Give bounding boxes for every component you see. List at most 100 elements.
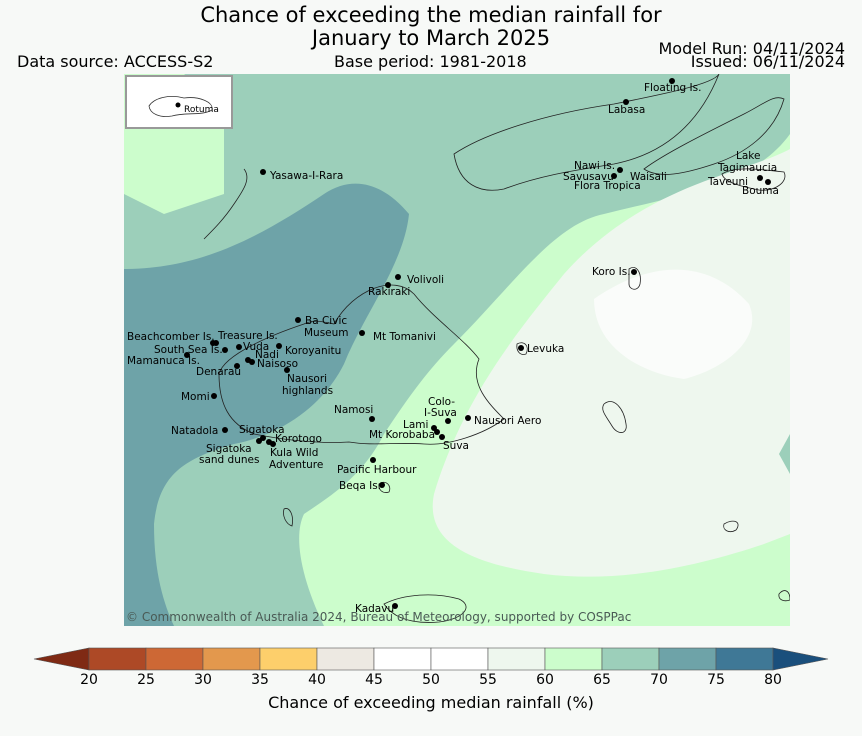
ovalau-coast [516, 342, 528, 355]
label-floating-is: Floating Is. [644, 82, 701, 94]
colorbar-cell [658, 647, 717, 671]
marker-yasawa [260, 169, 266, 175]
colorbar-cell [259, 647, 318, 671]
label-nausori-aero: Nausori Aero [474, 415, 541, 427]
title-line-2: January to March 2025 [311, 26, 551, 50]
title-line-1: Chance of exceeding the median rainfall … [200, 3, 662, 27]
colorbar-tick-label: 30 [194, 672, 212, 688]
colorbar-cell [487, 647, 546, 671]
place-labels: Floating Is. Labasa Yasawa-I-Rara Nawi I… [127, 82, 779, 615]
label-volivoli: Volivoli [407, 274, 444, 286]
marker-koro [631, 269, 637, 275]
vatulele-coast [283, 508, 293, 527]
label-tomanivi: Mt Tomanivi [373, 331, 436, 343]
marker-lake-tagimaucia [757, 175, 763, 181]
marker-rakiraki [385, 282, 391, 288]
label-vuda: Vuda [243, 341, 269, 353]
vanua-levu-east-coast [643, 97, 785, 175]
label-i-suva: I-Suva [424, 407, 457, 419]
label-ba-civic: Ba Civic [305, 315, 347, 327]
marker-beqa [379, 482, 385, 488]
label-highlands: highlands [282, 385, 333, 397]
marker-savusavu [617, 167, 623, 173]
zone-65-70 [124, 74, 790, 626]
issued-date: Issued: 06/11/2024 [690, 52, 845, 71]
marker-naisoso [249, 359, 255, 365]
zone-65-70-east [779, 434, 790, 474]
viti-levu-coast [218, 284, 505, 445]
marker-suva [439, 434, 445, 440]
label-colo: Colo- [428, 396, 455, 408]
label-nawi: Nawi Is. [574, 160, 615, 172]
map-svg: Rotuma [124, 74, 790, 626]
colorbar-cells [33, 647, 829, 671]
colorbar-tick-label: 50 [422, 672, 440, 688]
label-lake: Lake [736, 150, 760, 162]
colorbar-cell [430, 647, 489, 671]
marker-treasure [213, 340, 219, 346]
marker-floating-is [669, 78, 675, 84]
marker-kadavu [392, 603, 398, 609]
colorbar-tick-label: 45 [365, 672, 383, 688]
label-yasawa: Yasawa-I-Rara [269, 170, 343, 182]
zone-50-55 [594, 269, 753, 379]
label-south-sea: South Sea Is. [154, 344, 223, 356]
data-source: Data source: ACCESS-S2 [17, 52, 214, 71]
label-nadi: Nadi [255, 349, 279, 361]
label-flora-tropica: Flora Tropica [574, 180, 641, 192]
label-bouma: Bouma [742, 185, 779, 197]
label-natadola: Natadola [171, 425, 218, 437]
marker-vuda [236, 344, 242, 350]
zone-70-75 [124, 183, 409, 626]
island-se [723, 520, 739, 532]
marker-nausori-highlands [284, 367, 290, 373]
marker-natadola [222, 427, 228, 433]
label-museum: Museum [304, 327, 349, 339]
marker-tomanivi [359, 330, 365, 336]
marker-levuka [518, 345, 524, 351]
colorbar [33, 647, 829, 671]
colorbar-tick-label: 20 [80, 672, 98, 688]
label-koroyanitu: Koroyanitu [285, 345, 341, 357]
colorbar-extend-high [772, 647, 829, 671]
label-levuka: Levuka [527, 343, 564, 355]
marker-momi [211, 393, 217, 399]
zone-55-60 [432, 149, 790, 577]
label-suva: Suva [443, 440, 469, 452]
marker-south-sea [222, 347, 228, 353]
label-momi: Momi [181, 391, 210, 403]
label-kula-wild: Kula Wild [270, 447, 318, 459]
label-rakiraki: Rakiraki [368, 286, 410, 298]
kadavu-coast [383, 594, 467, 623]
label-waisali: Waisali [630, 171, 667, 183]
marker-colo-i-suva [445, 418, 451, 424]
marker-kula-wild [270, 441, 276, 447]
model-run: Model Run: 04/11/2024 [658, 39, 846, 58]
label-pacific-harbour: Pacific Harbour [337, 464, 417, 476]
label-sigatoka-2: Sigatoka [206, 443, 252, 455]
label-labasa: Labasa [608, 104, 645, 116]
label-kadavu: Kadavu [355, 603, 394, 615]
label-sigatoka: Sigatoka [239, 424, 285, 436]
rotuma-island [148, 96, 213, 117]
label-sand-dunes: sand dunes [199, 454, 259, 466]
koro-coast [628, 267, 641, 290]
colorbar-cell [145, 647, 204, 671]
colorbar-cell [715, 647, 774, 671]
marker-namosi [369, 416, 375, 422]
label-treasure: Treasure Is. [217, 330, 278, 342]
label-mamanuca: Mamanuca Is. [127, 355, 200, 367]
label-koro: Koro Is. [592, 266, 631, 278]
base-period: Base period: 1981-2018 [334, 52, 527, 71]
colorbar-extend-low [33, 647, 90, 671]
rainfall-map: Rotuma [124, 74, 790, 626]
colorbar-cell [373, 647, 432, 671]
colorbar-cell [544, 647, 603, 671]
label-korobaba: Mt Korobaba [369, 429, 435, 441]
colorbar-tick-label: 40 [308, 672, 326, 688]
marker-korobaba [434, 429, 440, 435]
colorbar-tick-label: 25 [137, 672, 155, 688]
taveuni-coast [721, 168, 786, 191]
colorbar-tick-label: 70 [650, 672, 668, 688]
colorbar-tick-label: 75 [707, 672, 725, 688]
